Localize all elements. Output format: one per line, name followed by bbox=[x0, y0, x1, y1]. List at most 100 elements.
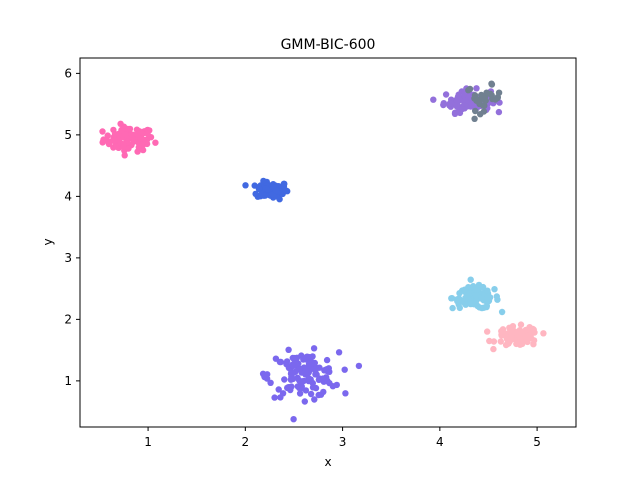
data-point bbox=[440, 100, 447, 107]
data-point bbox=[494, 93, 501, 101]
data-point bbox=[310, 345, 318, 352]
data-point bbox=[459, 105, 466, 113]
data-point bbox=[152, 139, 159, 146]
data-point bbox=[449, 304, 456, 312]
data-point bbox=[473, 297, 480, 304]
data-point bbox=[528, 334, 535, 342]
data-point bbox=[287, 370, 295, 377]
x-tick-label: 3 bbox=[339, 435, 347, 449]
data-point bbox=[105, 140, 113, 148]
data-point bbox=[296, 390, 304, 397]
data-point bbox=[319, 375, 327, 382]
data-point bbox=[478, 295, 486, 302]
data-point bbox=[121, 152, 128, 159]
data-point bbox=[260, 192, 268, 199]
data-point bbox=[291, 356, 298, 363]
data-point bbox=[461, 286, 468, 293]
data-point bbox=[483, 303, 490, 311]
data-point bbox=[335, 349, 343, 356]
data-point bbox=[484, 328, 491, 335]
data-point bbox=[280, 180, 288, 187]
data-point bbox=[284, 384, 291, 392]
data-point bbox=[474, 302, 481, 310]
data-point bbox=[473, 85, 480, 92]
data-point bbox=[326, 379, 333, 387]
data-point bbox=[279, 390, 287, 397]
data-point bbox=[442, 91, 450, 98]
data-point bbox=[309, 353, 316, 360]
x-tick-label: 4 bbox=[436, 435, 444, 449]
data-point bbox=[333, 381, 340, 389]
data-point bbox=[453, 97, 461, 105]
data-point bbox=[128, 131, 136, 138]
data-point bbox=[124, 125, 131, 133]
data-point bbox=[255, 185, 263, 192]
data-point bbox=[477, 111, 484, 118]
data-point bbox=[309, 384, 317, 391]
data-point bbox=[144, 130, 151, 138]
data-point bbox=[323, 356, 331, 364]
data-point bbox=[484, 287, 491, 294]
data-point bbox=[326, 368, 333, 375]
data-point bbox=[311, 396, 318, 403]
data-point bbox=[290, 416, 297, 423]
data-point bbox=[483, 89, 490, 96]
x-tick-label: 2 bbox=[242, 435, 250, 449]
data-point bbox=[472, 107, 479, 115]
data-point bbox=[137, 135, 144, 142]
x-axis-ticks: 1 2 3 4 5 bbox=[144, 427, 541, 449]
data-point bbox=[242, 182, 249, 189]
y-tick-label: 1 bbox=[64, 374, 72, 388]
data-point bbox=[118, 126, 125, 134]
y-tick-label: 5 bbox=[64, 128, 72, 142]
data-point bbox=[451, 110, 459, 118]
data-point bbox=[508, 332, 515, 339]
data-point bbox=[497, 338, 504, 345]
data-point bbox=[282, 187, 289, 194]
data-point bbox=[342, 390, 349, 397]
data-point bbox=[341, 366, 348, 373]
data-point bbox=[275, 386, 282, 393]
data-point bbox=[517, 321, 525, 328]
data-point bbox=[430, 96, 437, 103]
data-point bbox=[446, 100, 453, 107]
data-point bbox=[495, 108, 503, 116]
data-point bbox=[462, 294, 469, 302]
y-tick-label: 4 bbox=[64, 189, 72, 203]
data-point bbox=[526, 324, 533, 331]
data-point bbox=[307, 390, 315, 398]
data-point bbox=[470, 283, 477, 290]
data-point bbox=[276, 196, 283, 203]
data-point bbox=[135, 144, 142, 151]
data-point bbox=[294, 374, 301, 381]
data-point bbox=[283, 361, 290, 368]
data-point bbox=[513, 340, 520, 348]
data-point bbox=[111, 137, 118, 144]
data-point bbox=[301, 398, 308, 405]
y-axis-ticks: 1 2 3 4 5 6 bbox=[64, 66, 80, 388]
data-point bbox=[514, 331, 522, 338]
data-point bbox=[488, 92, 495, 99]
y-tick-label: 3 bbox=[64, 251, 72, 265]
y-tick-label: 2 bbox=[64, 312, 72, 326]
data-point bbox=[117, 120, 124, 128]
data-point bbox=[473, 97, 480, 104]
data-point bbox=[498, 308, 506, 316]
data-point bbox=[498, 328, 505, 335]
data-point bbox=[281, 376, 288, 383]
data-point bbox=[120, 143, 127, 150]
data-point bbox=[455, 91, 462, 98]
data-point bbox=[290, 362, 297, 369]
data-point bbox=[472, 292, 479, 299]
data-point bbox=[305, 361, 313, 368]
data-point bbox=[490, 338, 498, 345]
data-point bbox=[493, 293, 500, 300]
data-point bbox=[267, 379, 274, 386]
data-point bbox=[355, 362, 363, 370]
chart-title: GMM-BIC-600 bbox=[281, 37, 376, 53]
data-point bbox=[125, 145, 132, 152]
plot-frame bbox=[79, 57, 577, 428]
data-point bbox=[294, 383, 301, 390]
data-point bbox=[252, 190, 259, 198]
y-axis-label: y bbox=[41, 238, 55, 245]
